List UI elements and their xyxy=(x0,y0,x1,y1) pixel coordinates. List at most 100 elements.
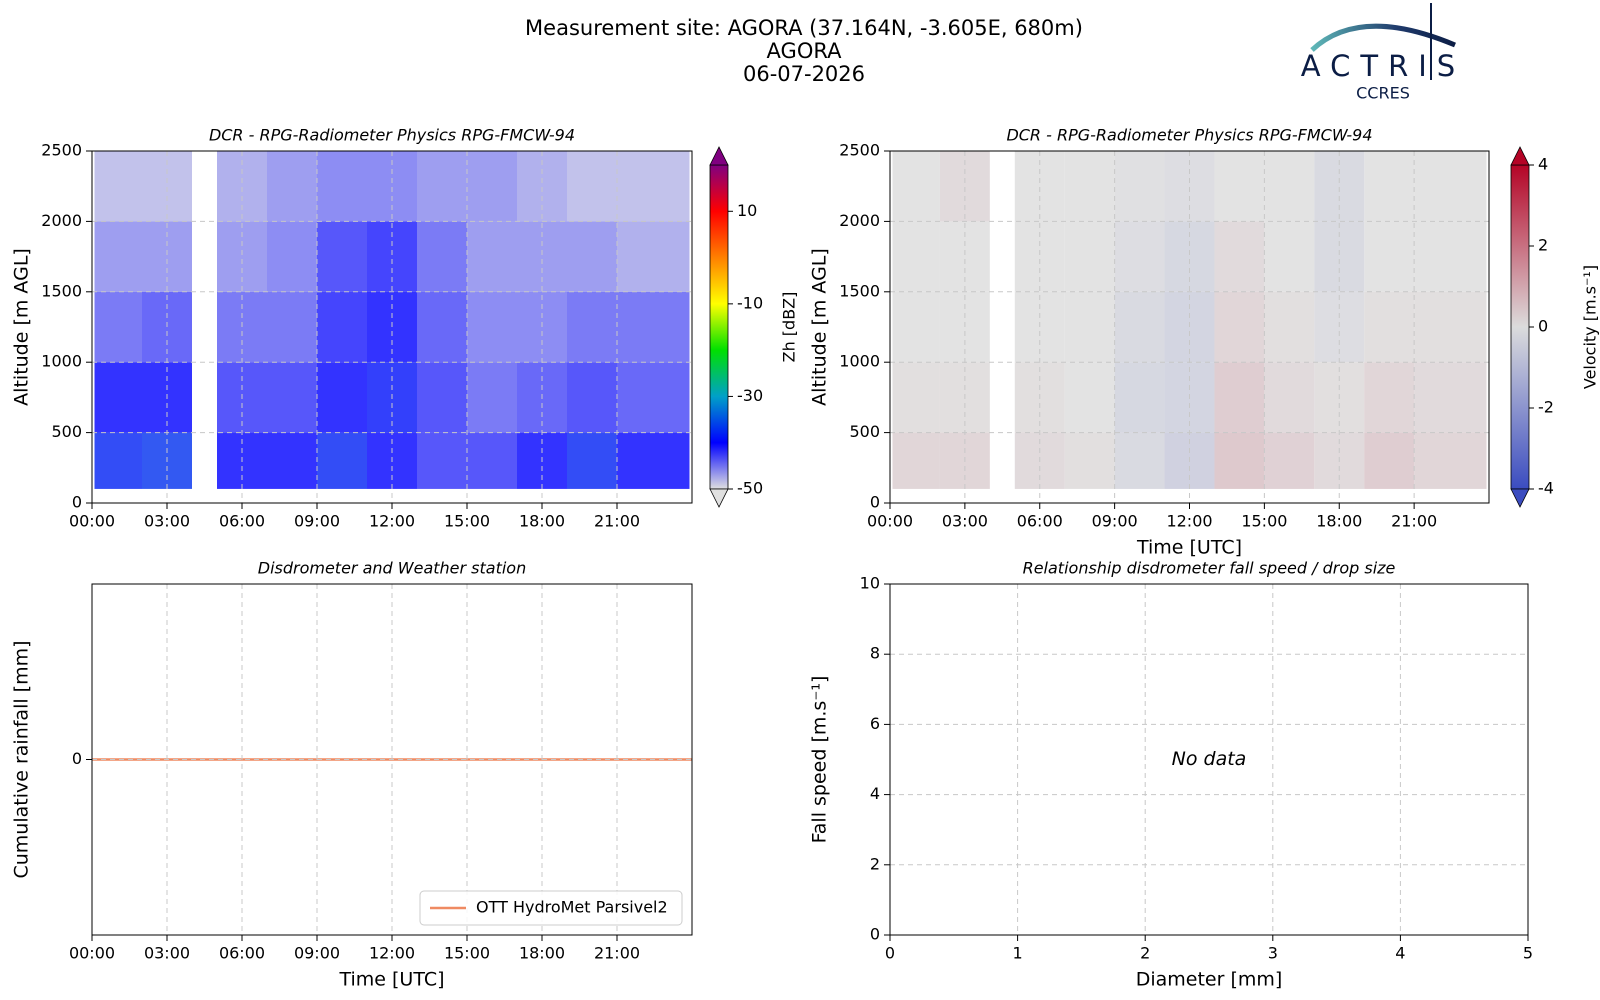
panel-title: DCR - RPG-Radiometer Physics RPG-FMCW-94 xyxy=(209,126,575,145)
x-tick-label: 15:00 xyxy=(1241,512,1287,531)
heatmap-cell xyxy=(1064,362,1115,433)
heatmap-cell xyxy=(1414,432,1487,489)
colorbar-label: Velocity [m.s⁻¹] xyxy=(1581,265,1600,389)
heatmap-cell xyxy=(1264,221,1315,292)
x-tick-label: 06:00 xyxy=(219,512,265,531)
heatmap-cell xyxy=(1114,432,1165,489)
x-tick-label: 12:00 xyxy=(369,512,415,531)
y-tick-label: 1500 xyxy=(41,281,82,300)
heatmap-cell xyxy=(617,362,690,433)
panel: 00:00 03:00 06:00 09:00 12:00 15:00 18:00 21:00… xyxy=(809,126,1600,559)
logo-arc xyxy=(1310,23,1456,52)
plot-area xyxy=(94,151,690,489)
heatmap-cell xyxy=(1114,151,1165,222)
figure-title: Measurement site: AGORA (37.164N, -3.605… xyxy=(525,16,1083,40)
logo-name: ACTRIS xyxy=(1301,49,1465,83)
x-tick-label: 0 xyxy=(885,944,895,963)
heatmap-cell xyxy=(317,291,367,363)
heatmap-cell xyxy=(617,221,690,292)
heatmap-cell xyxy=(467,432,517,489)
axes-frame xyxy=(91,150,693,504)
colorbar-tick-label: -30 xyxy=(737,386,763,405)
heatmap-cell xyxy=(94,362,142,433)
y-axis-label: Altitude [m AGL] xyxy=(809,248,831,406)
heatmap-cell xyxy=(1364,151,1415,222)
x-tick-label: 06:00 xyxy=(1017,512,1063,531)
y-tick-label: 2000 xyxy=(41,211,82,230)
heatmap-cell xyxy=(317,151,367,222)
heatmap-cell xyxy=(892,151,940,222)
logo: ACTRIS CCRES xyxy=(1301,3,1465,103)
heatmap-cell xyxy=(467,362,517,433)
figure-title: AGORA xyxy=(767,39,843,63)
x-tick-label: 09:00 xyxy=(294,512,340,531)
y-axis-label: Fall speed [m.s⁻¹] xyxy=(809,676,831,844)
panel: 0 1 2 3 4 5 0 2 4 6 8 10 Relationship disdrometer fa… xyxy=(809,559,1534,991)
y-tick-label: 0 xyxy=(72,493,82,512)
x-tick-label: 15:00 xyxy=(444,944,490,963)
heatmap-cell xyxy=(1114,221,1165,292)
colorbar-tick-label: -50 xyxy=(737,479,763,498)
colorbar-tick-label: -10 xyxy=(737,293,763,312)
plot-area xyxy=(892,151,1487,489)
heatmap-cell xyxy=(617,291,690,363)
x-tick-label: 00:00 xyxy=(69,512,115,531)
x-tick-label: 03:00 xyxy=(144,512,190,531)
heatmap-cell xyxy=(1214,221,1265,292)
heatmap-cell xyxy=(1264,151,1315,222)
x-tick-label: 18:00 xyxy=(1316,512,1362,531)
colorbar-extend xyxy=(709,146,729,166)
colorbar xyxy=(1510,164,1530,490)
heatmap-cell xyxy=(1364,291,1415,363)
heatmap-cell xyxy=(1214,291,1265,363)
panel-title: Disdrometer and Weather station xyxy=(258,559,526,578)
x-tick-label: 21:00 xyxy=(1391,512,1437,531)
x-tick-label: 5 xyxy=(1523,944,1533,963)
heatmap-cell xyxy=(317,221,367,292)
y-tick-label: 0 xyxy=(870,493,880,512)
x-tick-label: 2 xyxy=(1140,944,1150,963)
x-tick-label: 00:00 xyxy=(69,944,115,963)
colorbar-tick-label: 0 xyxy=(1538,317,1548,336)
heatmap-cell xyxy=(892,221,940,292)
y-tick-label: 1000 xyxy=(41,352,82,371)
panel-title: Relationship disdrometer fall speed / dr… xyxy=(1023,559,1396,578)
y-tick-label: 0 xyxy=(72,749,82,768)
heatmap-cell xyxy=(567,432,617,489)
heatmap-cell xyxy=(1064,291,1115,363)
x-tick-label: 18:00 xyxy=(519,944,565,963)
y-tick-label: 4 xyxy=(870,784,880,803)
x-tick-label: 3 xyxy=(1268,944,1278,963)
heatmap-cell xyxy=(417,221,467,292)
heatmap-cell xyxy=(467,151,517,222)
x-tick-label: 12:00 xyxy=(1166,512,1212,531)
heatmap-cell xyxy=(317,362,367,433)
y-tick-label: 500 xyxy=(849,422,880,441)
x-tick-label: 15:00 xyxy=(444,512,490,531)
heatmap-cell xyxy=(617,432,690,489)
colorbar-tick-label: 2 xyxy=(1538,236,1548,255)
heatmap-cell xyxy=(467,221,517,292)
legend-label: OTT HydroMet Parsivel2 xyxy=(476,898,668,917)
heatmap-cell xyxy=(1214,432,1265,489)
heatmap-cell xyxy=(417,291,467,363)
heatmap-cell xyxy=(1414,362,1487,433)
heatmap-cell xyxy=(94,221,142,292)
panel-title: DCR - RPG-Radiometer Physics RPG-FMCW-94 xyxy=(1006,126,1372,145)
axes-frame xyxy=(889,583,1529,936)
heatmap-cell xyxy=(94,151,142,222)
colorbar-tick-label: -4 xyxy=(1538,479,1554,498)
colorbar-extend xyxy=(1510,488,1530,508)
x-tick-label: 06:00 xyxy=(219,944,265,963)
heatmap-cell xyxy=(94,291,142,363)
heatmap-cell xyxy=(1214,362,1265,433)
y-tick-label: 8 xyxy=(870,644,880,663)
y-tick-label: 1500 xyxy=(839,281,880,300)
colorbar-tick-label: 4 xyxy=(1538,155,1548,174)
x-tick-label: 21:00 xyxy=(594,944,640,963)
x-tick-label: 09:00 xyxy=(1092,512,1138,531)
heatmap-cell xyxy=(567,291,617,363)
y-tick-label: 0 xyxy=(870,925,880,944)
y-tick-label: 2500 xyxy=(839,141,880,160)
